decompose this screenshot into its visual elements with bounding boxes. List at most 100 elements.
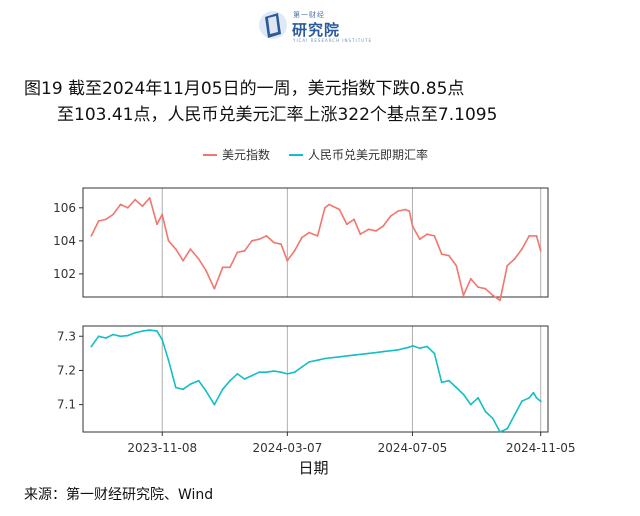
data-point-1-0-58 — [539, 400, 542, 403]
data-point-0-0-7 — [141, 205, 144, 208]
data-point-1-0-21 — [243, 378, 246, 380]
data-point-1-0-3 — [112, 333, 115, 336]
data-point-0-0-38 — [367, 228, 370, 231]
data-point-1-0-38 — [408, 346, 411, 349]
data-point-1-0-53 — [513, 414, 516, 416]
data-point-0-0-41 — [389, 215, 392, 218]
x-tick-label-1: 2024-03-07 — [252, 441, 322, 455]
data-point-0-0-62 — [535, 235, 538, 237]
data-point-0-0-12 — [174, 248, 177, 251]
figure-source: 来源：第一财经研究院、Wind — [24, 487, 214, 503]
data-point-0-0-47 — [426, 233, 428, 236]
series-line-0-0 — [90, 197, 542, 302]
data-point-1-0-11 — [167, 359, 170, 362]
y-tick-label-1-0: 7.1 — [57, 398, 76, 412]
data-point-1-0-2 — [105, 337, 107, 339]
legend-item-cny-usd: 人民币兑美元即期汇率 — [289, 146, 428, 163]
x-tick-label-0: 2023-11-08 — [127, 441, 197, 455]
data-point-1-0-42 — [433, 352, 436, 355]
data-point-1-0-28 — [293, 371, 296, 374]
data-point-0-0-18 — [221, 266, 224, 269]
data-point-0-0-23 — [258, 238, 261, 241]
data-point-0-0-9 — [156, 223, 158, 226]
data-point-1-0-15 — [197, 379, 200, 382]
data-point-1-0-9 — [156, 330, 158, 332]
data-point-1-0-57 — [535, 396, 538, 399]
data-point-0-0-32 — [324, 206, 326, 209]
data-point-1-0-49 — [484, 410, 487, 413]
data-point-0-0-54 — [477, 286, 479, 288]
data-point-1-0-55 — [528, 396, 531, 399]
data-point-1-0-6 — [134, 331, 137, 334]
y-tick-label-1-2: 7.3 — [57, 329, 76, 343]
data-point-1-0-24 — [265, 371, 268, 374]
data-point-0-0-57 — [499, 299, 501, 302]
data-point-0-0-50 — [448, 254, 450, 257]
data-point-1-0-17 — [213, 403, 216, 406]
data-point-0-0-31 — [316, 235, 319, 237]
logo-english: YICAI RESEARCH INSTITUTE — [293, 38, 373, 43]
data-point-0-0-14 — [189, 248, 192, 251]
data-point-0-0-1 — [97, 220, 100, 222]
panel-frame-0 — [82, 187, 549, 298]
data-point-0-0-25 — [272, 241, 275, 244]
data-point-1-0-0 — [90, 345, 93, 348]
data-point-0-0-40 — [382, 225, 385, 227]
data-point-0-0-58 — [506, 264, 509, 267]
data-point-1-0-23 — [258, 371, 261, 374]
data-point-0-0-59 — [513, 258, 516, 260]
data-point-0-0-11 — [167, 239, 170, 242]
data-point-1-0-25 — [272, 370, 275, 372]
data-point-0-0-8 — [148, 197, 151, 199]
data-point-0-0-51 — [455, 264, 458, 267]
legend-swatch-usd-index — [203, 153, 217, 156]
data-point-0-0-46 — [418, 238, 421, 241]
legend-label-cny-usd: 人民币兑美元即期汇率 — [308, 148, 429, 162]
data-point-1-0-51 — [499, 431, 501, 433]
data-point-1-0-12 — [174, 386, 177, 389]
data-point-0-0-15 — [197, 258, 200, 260]
data-point-1-0-39 — [411, 344, 414, 347]
data-point-1-0-32 — [324, 357, 326, 360]
data-point-0-0-26 — [280, 243, 282, 246]
data-point-1-0-41 — [426, 345, 428, 348]
x-tick-label-3: 2024-11-05 — [506, 441, 576, 455]
data-point-1-0-19 — [229, 379, 231, 382]
y-tick-label-0-0: 102 — [53, 267, 76, 281]
data-point-1-0-46 — [462, 393, 465, 396]
legend-label-usd-index: 美元指数 — [222, 148, 271, 162]
data-point-1-0-18 — [221, 388, 224, 391]
data-point-1-0-20 — [236, 373, 239, 375]
chart-area: 102 104 106 7.1 7.2 7.3 2023-11-08 2024-03-07 20… — [53, 187, 576, 477]
data-point-0-0-10 — [161, 213, 164, 216]
chart-legend: 美元指数 人民币兑美元即期汇率 — [0, 146, 640, 166]
data-point-0-0-44 — [408, 210, 411, 213]
data-point-0-0-37 — [359, 233, 362, 236]
data-point-1-0-50 — [491, 417, 494, 420]
data-point-1-0-37 — [397, 349, 399, 351]
data-point-1-0-54 — [521, 400, 523, 403]
data-point-1-0-5 — [126, 334, 129, 337]
data-point-0-0-3 — [112, 213, 115, 216]
data-point-0-0-6 — [134, 198, 137, 201]
data-point-0-0-19 — [229, 266, 231, 269]
logo-subtitle: 第一财经 — [293, 11, 325, 19]
data-point-1-0-1 — [97, 335, 100, 338]
x-tick-label-2: 2024-07-05 — [378, 441, 448, 455]
data-point-1-0-4 — [119, 335, 122, 338]
data-point-0-0-63 — [539, 249, 542, 252]
data-point-1-0-31 — [316, 359, 319, 362]
data-point-1-0-10 — [161, 338, 164, 341]
legend-swatch-cny-usd — [289, 153, 303, 156]
data-point-1-0-35 — [367, 352, 370, 355]
data-point-0-0-0 — [90, 235, 93, 237]
data-point-0-0-56 — [491, 294, 494, 297]
figure-title-line-1: 图19 截至2024年11月05日的一周，美元指数下跌0.85点 — [24, 79, 465, 99]
logo-name: 研究院 — [292, 21, 341, 39]
data-point-0-0-27 — [286, 259, 289, 262]
data-point-0-0-17 — [213, 287, 216, 290]
data-point-1-0-45 — [455, 386, 458, 389]
data-point-1-0-56 — [532, 391, 535, 394]
series-line-1-0 — [90, 329, 542, 433]
data-point-0-0-21 — [243, 249, 246, 252]
